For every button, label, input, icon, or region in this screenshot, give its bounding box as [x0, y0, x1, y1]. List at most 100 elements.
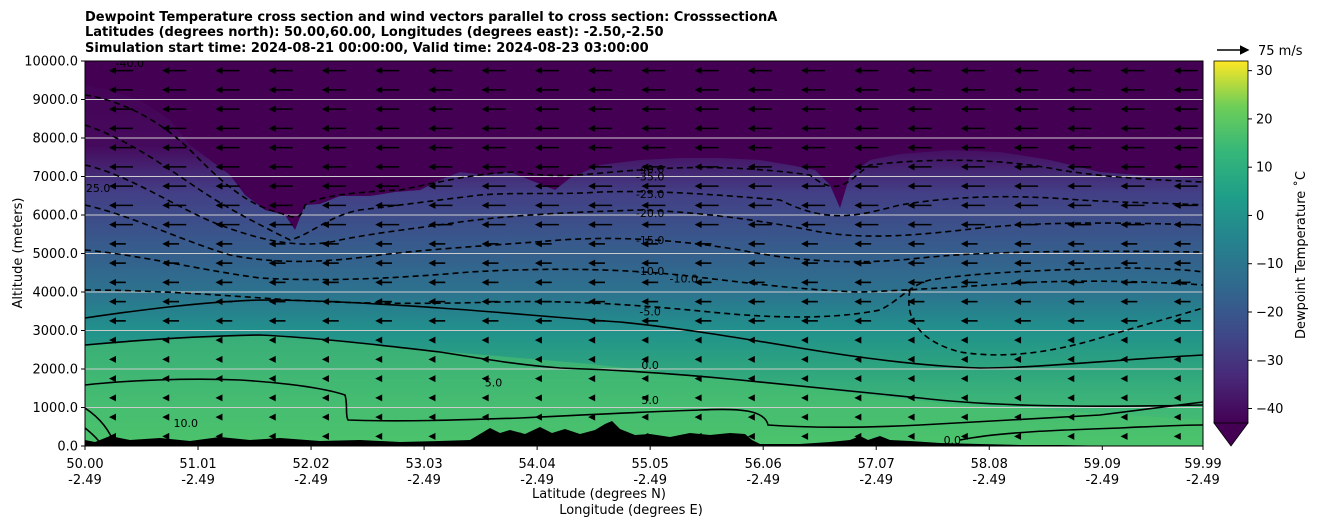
wind-vector-head — [641, 240, 649, 248]
wind-vector-head — [481, 259, 489, 267]
wind-vector — [641, 144, 666, 152]
contour-line — [85, 249, 1203, 293]
wind-vector — [375, 221, 400, 229]
wind-vector-head — [375, 67, 383, 75]
wind-vector-head — [1014, 144, 1022, 152]
wind-vector — [1173, 182, 1198, 190]
wind-vector-head — [162, 317, 170, 325]
wind-vector-head — [1120, 124, 1128, 132]
wind-vector-head — [588, 86, 596, 94]
wind-vector — [375, 432, 383, 440]
wind-vector — [428, 394, 436, 402]
wind-vector — [801, 163, 826, 171]
wind-vector — [960, 221, 985, 229]
contour-label: 5.0 — [641, 394, 659, 407]
wind-vector-head — [109, 201, 116, 209]
wind-vector-head — [747, 67, 755, 75]
wind-vector-head — [801, 86, 809, 94]
wind-vector-head — [1067, 163, 1075, 171]
wind-vector-head — [109, 375, 116, 383]
wind-vector-head — [428, 144, 436, 152]
wind-vector-head — [588, 298, 596, 306]
wind-vector-head — [1014, 394, 1022, 402]
wind-vector — [960, 336, 968, 344]
colorbar-tick-label: −20 — [1256, 305, 1283, 320]
wind-vector — [1120, 259, 1138, 267]
wind-vector — [534, 259, 552, 267]
wind-vector — [162, 413, 170, 421]
wind-vector — [375, 394, 383, 402]
wind-vector — [215, 67, 240, 75]
wind-vector-head — [428, 86, 436, 94]
wind-vector — [907, 278, 925, 286]
wind-vector-head — [960, 317, 968, 325]
wind-vector-head — [907, 240, 915, 248]
wind-vector — [428, 105, 453, 113]
wind-vector — [215, 259, 233, 267]
wind-vector-head — [375, 298, 383, 306]
wind-vector — [907, 163, 932, 171]
wind-vector — [1173, 105, 1198, 113]
wind-vector-head — [907, 432, 915, 440]
wind-vector — [162, 259, 180, 267]
wind-vector — [641, 124, 666, 132]
wind-vector-head — [907, 317, 915, 325]
wind-vector — [694, 278, 712, 286]
wind-vector-head — [588, 240, 596, 248]
wind-vector — [960, 317, 978, 325]
wind-vector-head — [854, 221, 862, 229]
wind-vector — [1173, 163, 1198, 171]
wind-vector — [162, 298, 180, 306]
wind-vector — [907, 144, 932, 152]
wind-vector — [801, 432, 809, 440]
wind-vector — [694, 317, 712, 325]
colorbar-tick-label: 30 — [1256, 64, 1273, 79]
wind-vector-head — [375, 413, 383, 421]
wind-vector-head — [481, 201, 489, 209]
wind-vector — [694, 105, 719, 113]
wind-vector-head — [215, 86, 223, 94]
wind-vector — [801, 375, 809, 383]
wind-vector — [1120, 86, 1145, 94]
wind-vector — [1067, 124, 1092, 132]
wind-vector-head — [1014, 355, 1022, 363]
wind-vector — [907, 124, 932, 132]
wind-vector-head — [1067, 144, 1075, 152]
wind-vector — [481, 144, 506, 152]
wind-vector-head — [481, 240, 489, 248]
wind-vector-head — [960, 278, 968, 286]
wind-vector-head — [747, 413, 755, 421]
wind-vector-head — [960, 86, 968, 94]
wind-vector-head — [1014, 182, 1022, 190]
wind-vector — [109, 240, 126, 248]
wind-vector — [1067, 67, 1092, 75]
wind-vector-head — [268, 182, 276, 190]
wind-vector — [1014, 201, 1039, 209]
wind-vector-head — [1173, 182, 1181, 190]
wind-vector-head — [641, 336, 649, 344]
wind-vector — [960, 163, 985, 171]
x-tick-label-longitude: -2.49 — [746, 473, 780, 488]
wind-vector — [109, 317, 126, 325]
wind-vector — [747, 163, 772, 171]
wind-vector-head — [960, 259, 968, 267]
wind-vector-head — [907, 298, 915, 306]
wind-vector-head — [1120, 259, 1128, 267]
wind-vector-head — [534, 240, 542, 248]
wind-vector-head — [854, 317, 862, 325]
wind-vector — [694, 259, 712, 267]
wind-vector — [1120, 144, 1145, 152]
wind-vector-head — [428, 105, 436, 113]
wind-vector-head — [854, 413, 862, 421]
wind-vector-head — [960, 105, 968, 113]
wind-vector — [801, 413, 809, 421]
wind-vector-head — [694, 240, 702, 248]
wind-vector-head — [428, 317, 436, 325]
wind-vector-head — [1014, 201, 1022, 209]
wind-vector — [1067, 240, 1085, 248]
wind-vector-head — [1067, 86, 1075, 94]
wind-vector — [321, 355, 329, 363]
wind-vector — [375, 67, 400, 75]
wind-vector — [215, 163, 240, 171]
colorbar-scale — [1213, 60, 1249, 424]
